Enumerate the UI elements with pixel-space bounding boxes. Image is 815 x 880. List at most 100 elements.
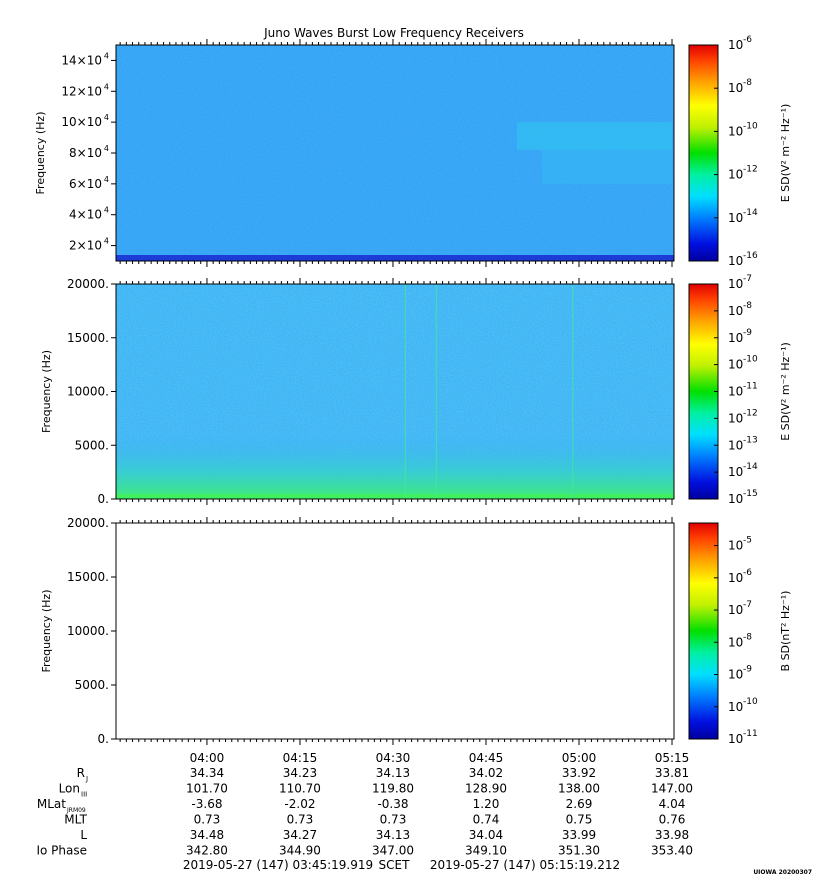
time-tick-label: 05:00: [562, 751, 597, 765]
ephemeris-value: 34.27: [283, 828, 317, 842]
ephemeris-row-label: Io Phase: [36, 844, 87, 858]
figure-title: Juno Waves Burst Low Frequency Receivers: [263, 26, 524, 40]
ephemeris-value: 110.70: [279, 782, 321, 796]
time-tick-label: 04:45: [469, 751, 504, 765]
colorbar-tick-exponent: -5: [743, 536, 752, 546]
colorbar: [688, 44, 719, 262]
colorbar-tick-exponent: -12: [743, 408, 758, 418]
footer-scet: SCET: [379, 858, 411, 872]
time-tick-label: 04:15: [283, 751, 318, 765]
ephemeris-value: 4.04: [659, 797, 686, 811]
ephemeris-row-label: Lon: [59, 782, 80, 796]
y-tick-exponent: 4: [104, 82, 109, 91]
panel-b-field: 0. 5000. 10000. 15000. 20000. Frequency (Hz) 1…: [40, 516, 792, 746]
time-axis: 04:00 04:15 04:30 04:45 05:00 05:15: [190, 751, 690, 765]
colorbar-tick-label: 10: [728, 331, 743, 345]
ephemeris-value: 0.75: [566, 813, 593, 827]
y-axis-label: Frequency (Hz): [40, 350, 53, 433]
colorbar-tick-exponent: -9: [743, 328, 752, 338]
colorbar-tick-exponent: -8: [743, 78, 752, 88]
y-tick-label: 10000.: [67, 385, 109, 399]
low-frequency-floor: [116, 255, 674, 261]
ephemeris-value: 0.76: [659, 813, 686, 827]
colorbar-tick-label: 10: [728, 492, 743, 506]
colorbar-tick-exponent: -8: [743, 632, 752, 642]
time-tick-label: 04:30: [376, 751, 411, 765]
y-tick-exponent: 4: [104, 206, 109, 215]
emission-band-lower: [541, 149, 673, 184]
colorbar-tick-exponent: -7: [743, 600, 752, 610]
ephemeris-table: R J 34.34 34.23 34.13 34.02 33.92 33.81 Lon III 10…: [36, 766, 693, 858]
ephemeris-row-subscript: JRM09: [66, 807, 86, 814]
colorbar-tick-exponent: -10: [743, 355, 758, 365]
ephemeris-value: 33.81: [655, 766, 689, 780]
ephemeris-value: 347.00: [372, 844, 414, 858]
ephemeris-value: 351.30: [558, 844, 600, 858]
colorbar-tick-exponent: -8: [743, 301, 752, 311]
colorbar-tick-exponent: -6: [743, 568, 752, 578]
colorbar-tick-label: 10: [728, 732, 743, 746]
colorbar-tick-exponent: -16: [743, 251, 758, 261]
spectrogram-background: [116, 523, 674, 739]
ephemeris-value: 0.74: [473, 813, 500, 827]
ephemeris-value: 344.90: [279, 844, 321, 858]
colorbar-tick-label: 10: [728, 571, 743, 585]
low-frequency-floor: [116, 494, 674, 499]
colorbar-tick-label: 10: [728, 38, 743, 52]
ephemeris-value: -0.38: [377, 797, 408, 811]
y-tick-label: 10×10: [61, 115, 102, 129]
ephemeris-row-subscript: J: [85, 775, 88, 783]
colorbar-tick-label: 10: [728, 81, 743, 95]
footer-end: 2019-05-27 (147) 05:15:19.212: [430, 858, 620, 872]
ephemeris-value: 34.13: [376, 766, 410, 780]
y-tick-label: 8×10: [69, 146, 102, 160]
y-tick-label: 12×10: [61, 84, 102, 98]
colorbar-tick-exponent: -10: [743, 121, 758, 131]
colorbar-tick-label: 10: [728, 277, 743, 291]
ephemeris-value: 1.20: [473, 797, 500, 811]
colorbar-tick-label: 10: [728, 385, 743, 399]
ephemeris-value: 34.34: [190, 766, 224, 780]
y-tick-exponent: 4: [104, 51, 109, 60]
panel-e-low: 0. 5000. 10000. 15000. 20000. Frequency (Hz) 1…: [40, 274, 792, 506]
y-axis-label: Frequency (Hz): [34, 112, 47, 195]
y-tick-exponent: 4: [104, 237, 109, 246]
colorbar-tick-label: 10: [728, 700, 743, 714]
colorbar-tick-label: 10: [728, 465, 743, 479]
colorbar-tick-label: 10: [728, 211, 743, 225]
y-tick-label: 5000.: [75, 438, 109, 452]
ephemeris-value: 33.99: [562, 828, 596, 842]
ephemeris-value: 0.73: [287, 813, 314, 827]
colorbar-tick-exponent: -12: [743, 165, 758, 175]
y-axis-label: Frequency (Hz): [40, 590, 53, 673]
colorbar-tick-exponent: -15: [743, 489, 758, 499]
colorbar-label: E SD(V² m⁻² Hz⁻¹): [779, 104, 792, 203]
colorbar-tick-exponent: -13: [743, 435, 758, 445]
colorbar: [688, 283, 719, 500]
spectrogram-noise: [116, 45, 674, 261]
low-frequency-band: [116, 434, 674, 499]
ephemeris-row-subscript: III: [81, 791, 87, 799]
ephemeris-value: 353.40: [651, 844, 693, 858]
colorbar-tick-label: 10: [728, 438, 743, 452]
y-tick-label: 5000.: [75, 678, 109, 692]
colorbar-tick-label: 10: [728, 411, 743, 425]
colorbar-label: E SD(V² m⁻² Hz⁻¹): [779, 342, 792, 441]
colorbar-tick-label: 10: [728, 304, 743, 318]
colorbar-tick-exponent: -11: [743, 729, 758, 739]
ephemeris-row-label: R: [77, 766, 85, 780]
ephemeris-value: 34.48: [190, 828, 224, 842]
ephemeris-value: 119.80: [372, 782, 414, 796]
ephemeris-row-label: MLat: [37, 797, 66, 811]
y-tick-label: 10000.: [67, 624, 109, 638]
y-tick-exponent: 4: [104, 113, 109, 122]
ephemeris-row-label: L: [80, 828, 87, 842]
y-tick-label: 0.: [98, 492, 109, 506]
ephemeris-row-label: MLT: [64, 813, 87, 827]
watermark: UIOWA 20200307: [753, 869, 812, 876]
ephemeris-value: 34.23: [283, 766, 317, 780]
y-tick-label: 15000.: [67, 331, 109, 345]
colorbar-tick-exponent: -14: [743, 208, 758, 218]
colorbar-tick-label: 10: [728, 254, 743, 268]
y-tick-label: 4×10: [69, 208, 102, 222]
